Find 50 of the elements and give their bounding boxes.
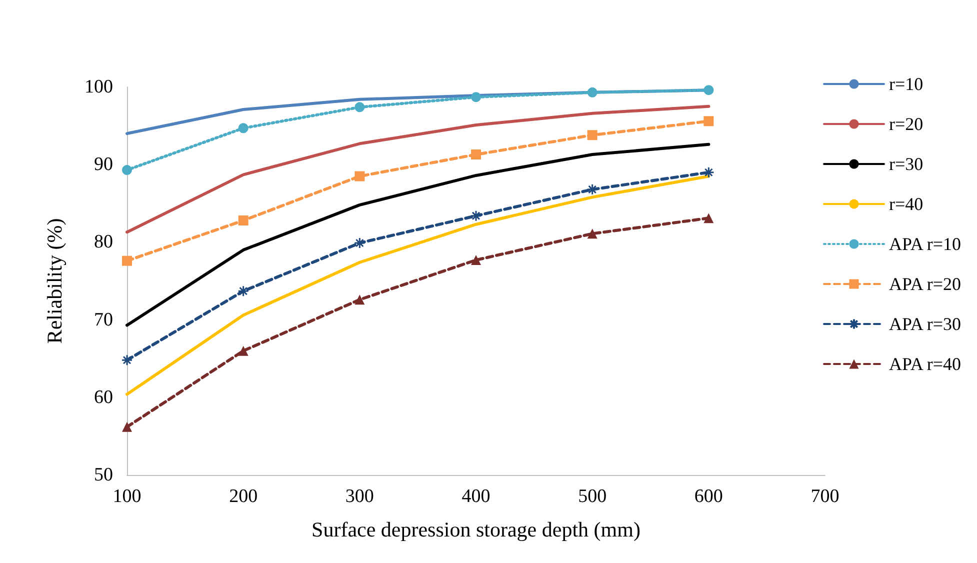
legend-label: r=30 bbox=[889, 154, 924, 174]
point bbox=[704, 213, 714, 224]
point bbox=[122, 165, 132, 176]
x-tick-label: 600 bbox=[694, 486, 723, 507]
point bbox=[704, 85, 714, 96]
legend-label: APA r=30 bbox=[889, 314, 962, 334]
y-tick-label: 60 bbox=[94, 386, 113, 408]
point bbox=[238, 215, 248, 226]
point bbox=[122, 422, 132, 432]
y-tick-label: 80 bbox=[94, 232, 113, 253]
point bbox=[354, 171, 365, 182]
legend-label: r=40 bbox=[889, 194, 924, 214]
point bbox=[704, 116, 714, 126]
point bbox=[587, 130, 598, 140]
y-tick-label: 100 bbox=[84, 76, 113, 98]
point bbox=[470, 210, 482, 222]
point bbox=[471, 255, 481, 266]
x-tick-label: 200 bbox=[229, 486, 258, 507]
y-tick-label: 90 bbox=[94, 154, 113, 176]
x-tick-label: 700 bbox=[810, 486, 840, 507]
point bbox=[122, 256, 132, 266]
x-tick-label: 100 bbox=[112, 486, 142, 507]
point bbox=[587, 228, 598, 239]
point bbox=[238, 285, 250, 297]
legend-label: r=10 bbox=[889, 74, 924, 94]
point bbox=[702, 166, 714, 178]
x-tick-label: 500 bbox=[578, 486, 607, 507]
y-tick-label: 70 bbox=[94, 309, 113, 330]
line-series bbox=[126, 142, 710, 327]
line-series bbox=[126, 104, 710, 234]
legend-label: APA r=20 bbox=[889, 274, 962, 294]
legend-label: APA r=10 bbox=[889, 234, 962, 254]
point bbox=[354, 237, 366, 249]
x-tick-label: 300 bbox=[345, 486, 374, 507]
point bbox=[354, 294, 365, 305]
point bbox=[586, 184, 598, 196]
point bbox=[354, 102, 365, 112]
point bbox=[121, 354, 133, 366]
legend-label: r=20 bbox=[889, 114, 924, 134]
point bbox=[471, 92, 481, 102]
point bbox=[471, 150, 481, 160]
point bbox=[238, 123, 248, 134]
line-series bbox=[126, 174, 710, 396]
y-axis-title: Reliability (%) bbox=[42, 218, 66, 344]
y-tick-label: 50 bbox=[94, 464, 113, 486]
x-tick-label: 400 bbox=[462, 486, 490, 507]
point bbox=[587, 87, 598, 98]
point bbox=[238, 346, 248, 356]
x-axis-title: Surface depression storage depth (mm) bbox=[312, 518, 640, 542]
legend-label: APA r=40 bbox=[889, 354, 962, 374]
